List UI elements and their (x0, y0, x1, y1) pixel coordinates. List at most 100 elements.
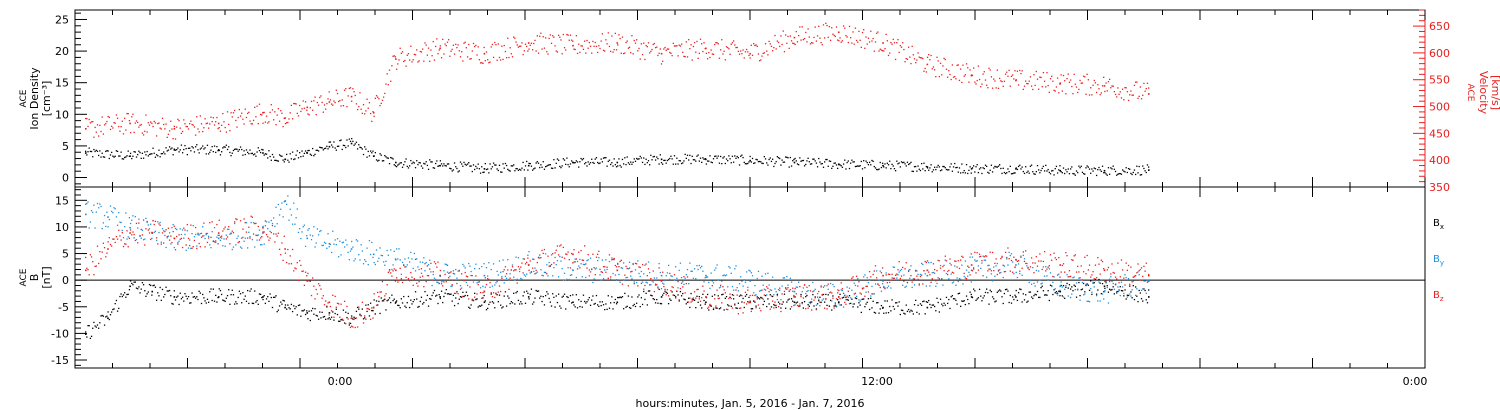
bz-point (474, 296, 476, 298)
bx-point (968, 303, 970, 305)
by-point (983, 259, 985, 261)
velocity-point (101, 116, 103, 118)
ion-density-point (1026, 171, 1028, 174)
by-point (769, 289, 771, 291)
ion-density-point (788, 166, 790, 168)
bx-point (609, 302, 612, 304)
bz-point (340, 303, 342, 305)
bz-point (790, 306, 793, 308)
velocity-point (860, 46, 862, 49)
velocity-point (86, 117, 88, 120)
bz-point (308, 280, 310, 282)
velocity-point (261, 114, 263, 116)
bz-point (115, 235, 118, 238)
bx-point (958, 292, 961, 294)
by-point (795, 286, 797, 288)
bz-point (764, 289, 767, 291)
bz-point (219, 236, 222, 238)
velocity-point (1078, 88, 1080, 91)
ion-density-point (536, 161, 538, 163)
ion-density-point (496, 168, 498, 170)
velocity-point (165, 123, 167, 125)
by-point (325, 242, 327, 245)
by-point (1000, 271, 1002, 274)
by-point (937, 277, 939, 279)
bz-point (206, 241, 209, 244)
by-point (309, 234, 311, 236)
bx-point (696, 295, 698, 297)
velocity-point (795, 30, 797, 33)
bz-point (1104, 280, 1106, 283)
ion-density-point (125, 156, 127, 158)
ion-density-point (663, 159, 665, 162)
bz-point (351, 325, 353, 327)
bz-point (952, 272, 955, 274)
ion-density-point (448, 163, 450, 165)
by-point (462, 263, 464, 266)
by-point (975, 260, 977, 262)
bx-point (128, 289, 131, 291)
velocity-point (633, 39, 635, 42)
bz-point (463, 279, 465, 282)
by-point (304, 245, 307, 248)
ion-density-point (654, 159, 657, 161)
velocity-point (557, 34, 560, 36)
bx-point (497, 301, 499, 303)
velocity-point (615, 49, 618, 51)
velocity-point (800, 39, 802, 41)
by-point (1126, 296, 1129, 298)
velocity-point (296, 112, 298, 115)
bz-marker (284, 248, 286, 250)
velocity-point (572, 40, 574, 42)
velocity-point (497, 43, 499, 45)
by-point (485, 267, 488, 269)
by-point (211, 231, 213, 233)
bz-point (865, 285, 867, 287)
bz-point (395, 277, 398, 279)
ion-density-point (362, 153, 365, 156)
bz-point (229, 243, 231, 245)
by-point (575, 276, 578, 279)
by-point (744, 281, 747, 283)
by-point (706, 276, 709, 278)
ion-density-marker (527, 164, 530, 167)
bx-point (657, 302, 659, 304)
ion-density-point (776, 156, 779, 158)
bz-point (508, 288, 510, 290)
ion-density-point (516, 168, 518, 170)
bz-point (1082, 271, 1085, 273)
by-point (988, 264, 990, 266)
bz-point (644, 284, 646, 287)
bx-point (1110, 289, 1112, 291)
ion-density-point (167, 149, 170, 151)
velocity-point (1025, 80, 1027, 82)
bz-point (464, 271, 466, 274)
velocity-point (313, 100, 315, 102)
ion-density-point (641, 161, 644, 164)
velocity-point (319, 96, 321, 99)
velocity-point (348, 87, 350, 90)
by-marker (284, 200, 286, 202)
bz-point (943, 269, 945, 272)
by-point (802, 287, 805, 289)
bx-point (1064, 297, 1066, 300)
bx-point (346, 316, 348, 319)
ion-density-point (627, 162, 630, 164)
velocity-point (574, 48, 576, 51)
by-point (654, 283, 657, 285)
bottom-left-tick-label: 15 (55, 194, 69, 207)
bz-point (411, 276, 413, 278)
bx-point (496, 294, 498, 296)
ion-density-point (501, 171, 503, 173)
velocity-point (223, 121, 225, 123)
bz-point (725, 308, 728, 310)
bx-point (568, 300, 570, 302)
velocity-point (1133, 84, 1136, 87)
by-point (408, 261, 411, 263)
ion-density-point (1021, 166, 1023, 168)
by-point (459, 285, 462, 287)
by-point (369, 253, 372, 256)
bz-point (392, 270, 394, 272)
bx-point (359, 313, 361, 315)
velocity-point (1053, 89, 1055, 92)
